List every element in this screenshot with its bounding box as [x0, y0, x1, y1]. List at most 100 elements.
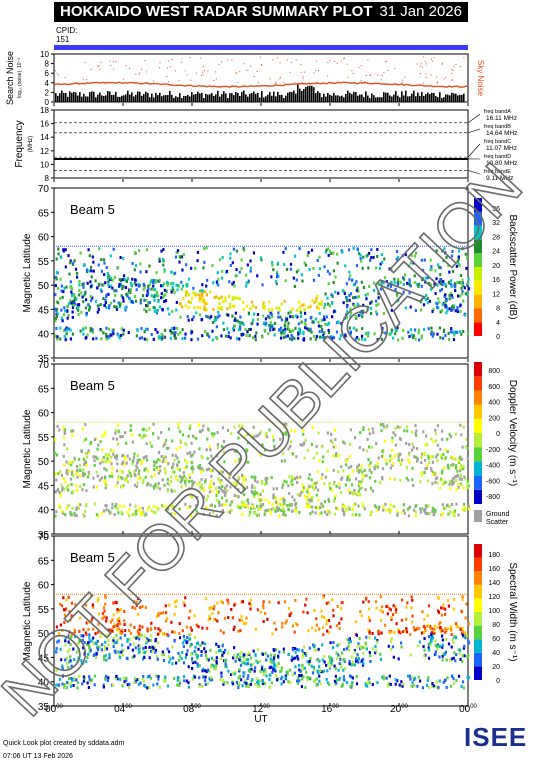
scatter-cell: [342, 658, 345, 662]
scatter-cell: [195, 513, 198, 517]
scatter-cell: [434, 644, 437, 648]
scatter-cell: [427, 642, 430, 646]
scatter-cell: [175, 300, 178, 304]
noise-bar: [353, 91, 355, 102]
scatter-cell: [157, 294, 160, 298]
scatter-cell: [390, 629, 393, 633]
scatter-cell: [328, 665, 331, 669]
sky-noise-dot: [167, 81, 169, 83]
scatter-cell: [157, 675, 160, 679]
scatter-cell: [364, 682, 367, 686]
scatter-cell: [204, 302, 207, 306]
scatter-cell: [242, 503, 245, 507]
scatter-cell: [436, 625, 439, 629]
scatter-cell: [124, 308, 127, 312]
scatter-cell: [302, 653, 305, 657]
scatter-cell: [163, 467, 166, 471]
scatter-cell: [176, 678, 179, 682]
scatter-cell: [56, 312, 59, 316]
scatter-cell: [198, 684, 201, 688]
lat-ytick-label: 60: [38, 581, 50, 592]
scatter-cell: [314, 511, 317, 515]
scatter-cell: [458, 648, 462, 652]
isee-logo: ISEE: [464, 722, 527, 753]
scatter-cell: [255, 434, 258, 438]
scatter-cell: [81, 328, 85, 332]
noise-bar: [251, 92, 253, 102]
scatter-cell: [455, 331, 458, 335]
scatter-cell: [464, 506, 467, 510]
scatter-cell: [56, 640, 59, 644]
scatter-cell: [355, 288, 358, 292]
scatter-cell: [89, 441, 93, 445]
scatter-cell: [178, 679, 181, 683]
scatter-cell: [62, 511, 65, 515]
scatter-cell: [162, 679, 165, 683]
scatter-cell: [459, 465, 462, 469]
scatter-cell: [157, 451, 161, 455]
scatter-cell: [261, 652, 265, 656]
scatter-cell: [272, 666, 275, 670]
scatter-cell: [78, 629, 81, 633]
scatter-cell: [362, 255, 365, 259]
scatter-cell: [99, 327, 102, 331]
scatter-cell: [162, 247, 165, 251]
scatter-cell: [103, 433, 106, 437]
scatter-cell: [394, 443, 397, 447]
scatter-cell: [261, 479, 264, 483]
scatter-cell: [447, 331, 450, 335]
scatter-cell: [237, 681, 241, 685]
scatter-cell: [388, 332, 391, 336]
scatter-cell: [190, 479, 193, 483]
sky-noise-dot: [300, 63, 302, 65]
scatter-cell: [321, 445, 324, 449]
scatter-cell: [233, 449, 236, 453]
colorbar-tick-label: 0: [496, 678, 500, 685]
scatter-cell: [262, 600, 265, 604]
scatter-cell: [85, 268, 89, 272]
scatter-cell: [335, 330, 339, 334]
scatter-cell: [467, 484, 470, 488]
scatter-cell: [122, 463, 126, 467]
scatter-cell: [342, 301, 345, 305]
scatter-cell: [358, 252, 361, 256]
scatter-cell: [268, 600, 271, 604]
scatter-cell: [367, 266, 370, 270]
scatter-cell: [351, 513, 354, 517]
scatter-cell: [425, 293, 428, 297]
colorbar-label: Doppler Velocity (m s⁻¹): [507, 380, 518, 486]
scatter-cell: [377, 282, 380, 286]
scatter-cell: [270, 275, 273, 279]
scatter-cell: [122, 299, 125, 303]
scatter-cell: [384, 331, 387, 335]
scatter-cell: [163, 268, 166, 272]
scatter-cell: [302, 432, 305, 436]
scatter-cell: [87, 449, 90, 453]
scatter-cell: [70, 664, 73, 668]
scatter-cell: [166, 617, 169, 621]
noise-bar: [179, 93, 181, 102]
scatter-cell: [89, 326, 92, 330]
scatter-cell: [409, 261, 412, 265]
scatter-cell: [314, 485, 318, 489]
colorbar-tick-label: 8: [496, 306, 500, 313]
scatter-cell: [272, 507, 275, 511]
scatter-cell: [55, 257, 58, 261]
noise-bar: [349, 92, 351, 102]
scatter-cell: [362, 600, 365, 604]
scatter-cell: [95, 470, 98, 474]
scatter-cell: [157, 468, 160, 472]
scatter-cell: [341, 682, 344, 686]
sky-noise-dot: [294, 81, 296, 83]
scatter-cell: [226, 429, 230, 433]
scatter-cell: [434, 428, 437, 432]
scatter-cell: [102, 282, 105, 286]
scatter-cell: [277, 662, 280, 666]
scatter-cell: [297, 269, 300, 273]
scatter-cell: [217, 476, 220, 480]
scatter-cell: [66, 472, 69, 476]
scatter-cell: [118, 504, 122, 508]
scatter-cell: [84, 509, 87, 513]
scatter-cell: [301, 303, 304, 307]
scatter-cell: [353, 650, 356, 654]
